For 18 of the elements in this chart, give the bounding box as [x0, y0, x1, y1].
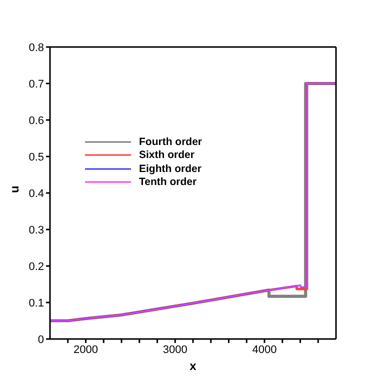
y-tick-label: 0	[38, 334, 44, 346]
y-tick-label: 0.8	[28, 42, 44, 54]
y-tick-label: 0.7	[28, 78, 44, 90]
y-tick-label: 0.6	[28, 114, 44, 127]
legend-label: Tenth order	[139, 176, 197, 188]
y-tick-label: 0.4	[28, 188, 44, 200]
y-tick-label: 0.3	[28, 224, 44, 236]
legend-label: Sixth order	[139, 149, 194, 162]
y-tick-label: 0.5	[28, 151, 44, 164]
legend-label: Fourth order	[139, 136, 202, 148]
legend-label: Eighth order	[139, 162, 202, 175]
x-tick-label: 2000	[74, 344, 98, 356]
y-tick-label: 0.2	[28, 260, 44, 273]
y-axis-title: u	[7, 186, 22, 193]
x-tick-label: 3000	[162, 344, 188, 356]
x-tick-label: 4000	[252, 344, 277, 356]
y-tick-label: 0.1	[28, 297, 44, 310]
x-axis-title: x	[190, 359, 197, 373]
